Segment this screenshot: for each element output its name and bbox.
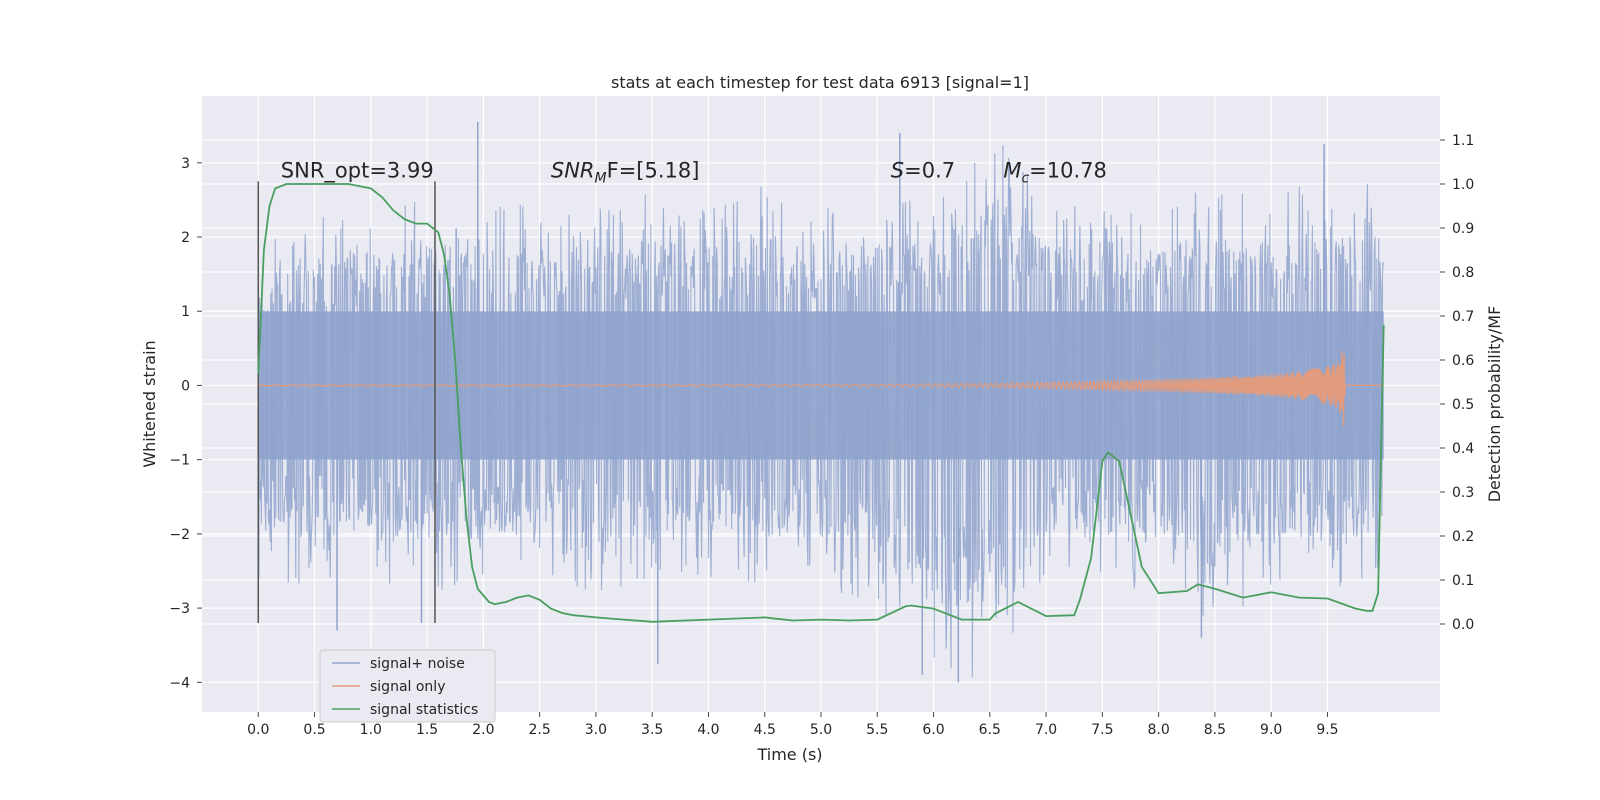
x-tick-label: 4.5 <box>754 722 776 738</box>
x-tick-label: 2.0 <box>472 722 494 738</box>
x-tick-label: 4.0 <box>697 722 719 738</box>
y-axis-right-label: Detection probability/MF <box>1485 306 1504 503</box>
legend-label-signal-statistics: signal statistics <box>370 702 478 718</box>
y-left-tick-label: −1 <box>169 453 190 469</box>
legend-label-signal-noise: signal+ noise <box>370 656 465 672</box>
y-right-tick-label: 0.8 <box>1452 265 1474 281</box>
series-signal-statistics <box>257 183 1385 623</box>
y-right-tick-label: 0.2 <box>1452 529 1474 545</box>
x-axis-ticks: 0.0 0.5 1.0 1.5 2.0 2.5 3.0 3.5 4.0 4.5 5.0 5.5 6.0 6… <box>247 712 1339 738</box>
y-left-tick-label: 1 <box>181 304 190 320</box>
x-tick-label: 9.5 <box>1316 722 1338 738</box>
signal-trace <box>258 350 1384 427</box>
y-axis-left-ticks: 3 2 1 0 −1 −2 −3 −4 <box>169 156 202 691</box>
y-right-tick-label: 0.9 <box>1452 221 1474 237</box>
y-left-tick-label: −3 <box>169 601 190 617</box>
legend: signal+ noise signal only signal statist… <box>319 649 496 723</box>
annotation-text: Mc=10.78 <box>1003 159 1107 187</box>
x-tick-label: 7.0 <box>1035 722 1057 738</box>
x-tick-label: 8.0 <box>1148 722 1170 738</box>
x-tick-label: 1.5 <box>416 722 438 738</box>
y-left-tick-label: −4 <box>169 675 190 691</box>
x-tick-label: 5.0 <box>810 722 832 738</box>
y-left-tick-label: 3 <box>181 156 190 172</box>
x-tick-label: 6.5 <box>979 722 1001 738</box>
y-left-tick-label: −2 <box>169 527 190 543</box>
y-axis-left-label: Whitened strain <box>140 340 159 467</box>
noise-core-band <box>258 311 1384 460</box>
x-tick-label: 3.5 <box>641 722 663 738</box>
vertical-markers <box>257 181 436 623</box>
annotation-text: SNRMF=[5.18] <box>551 159 700 187</box>
legend-box <box>319 649 496 723</box>
x-tick-label: 5.5 <box>866 722 888 738</box>
x-tick-label: 8.5 <box>1204 722 1226 738</box>
y-right-tick-label: 1.1 <box>1452 133 1474 149</box>
series-signal-only <box>258 350 1384 427</box>
annotation-text: S=0.7 <box>891 159 955 183</box>
y-right-tick-label: 0.3 <box>1452 485 1474 501</box>
y-right-tick-label: 0.1 <box>1452 573 1474 589</box>
x-tick-label: 7.5 <box>1091 722 1113 738</box>
y-right-tick-label: 0.6 <box>1452 353 1474 369</box>
x-tick-label: 9.0 <box>1260 722 1282 738</box>
noise-trace <box>257 145 1385 678</box>
x-tick-label: 3.0 <box>585 722 607 738</box>
annotation-text: SNR_opt=3.99 <box>281 159 434 184</box>
y-right-tick-label: 0.7 <box>1452 309 1474 325</box>
x-tick-label: 2.5 <box>529 722 551 738</box>
y-left-tick-label: 0 <box>181 378 190 394</box>
y-right-tick-label: 0.4 <box>1452 441 1474 457</box>
statistics-line <box>257 183 1385 623</box>
chart-title: stats at each timestep for test data 691… <box>611 73 1029 92</box>
x-axis-label: Time (s) <box>756 745 822 764</box>
x-tick-label: 1.0 <box>360 722 382 738</box>
y-axis-right-ticks: 1.1 1.0 0.9 0.8 0.7 0.6 0.5 0.4 0.3 0.2 0.1 0.0 <box>1440 133 1474 633</box>
x-tick-label: 6.0 <box>922 722 944 738</box>
series-signal-noise <box>257 121 1385 683</box>
annotations: SNR_opt=3.99 SNRMF=[5.18] S=0.7 Mc=10.78 <box>281 159 1107 187</box>
y-right-tick-label: 1.0 <box>1452 177 1474 193</box>
x-tick-label: 0.0 <box>247 722 269 738</box>
legend-label-signal-only: signal only <box>370 679 445 695</box>
y-right-tick-label: 0.0 <box>1452 617 1474 633</box>
x-tick-label: 0.5 <box>303 722 325 738</box>
y-right-tick-label: 0.5 <box>1452 397 1474 413</box>
y-left-tick-label: 2 <box>181 230 190 246</box>
